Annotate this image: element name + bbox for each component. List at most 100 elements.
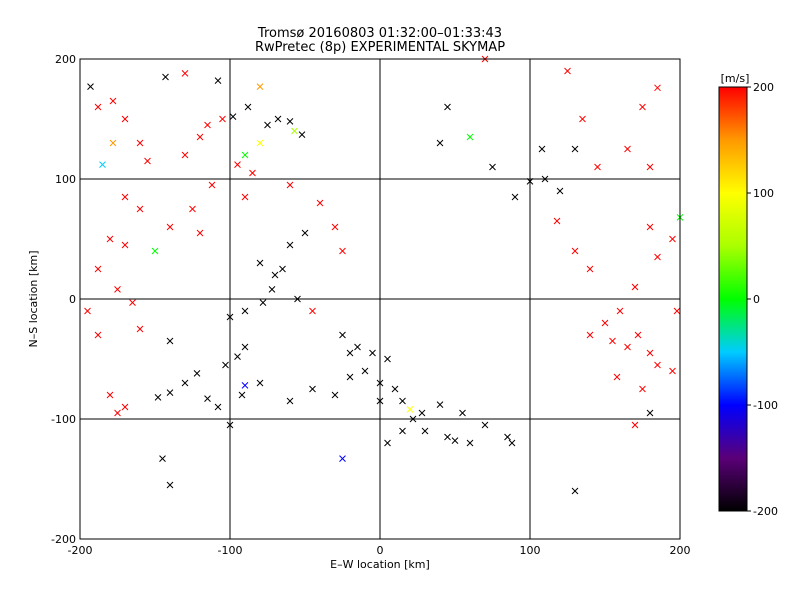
- data-point: [601, 319, 609, 327]
- colorbar: [718, 86, 748, 512]
- data-point: [291, 127, 298, 135]
- data-point: [399, 397, 406, 405]
- data-point: [286, 397, 294, 405]
- data-point: [526, 178, 534, 185]
- data-point: [279, 265, 286, 273]
- data-point: [571, 487, 579, 495]
- data-point: [256, 139, 264, 147]
- data-point: [421, 427, 429, 435]
- x-tick-label: 200: [670, 544, 691, 557]
- data-point: [309, 307, 316, 315]
- data-point: [624, 145, 631, 153]
- data-point: [466, 439, 474, 447]
- data-point: [613, 373, 621, 381]
- data-point: [646, 409, 654, 417]
- data-point: [181, 151, 189, 159]
- x-tick-label: -100: [218, 544, 243, 557]
- data-point: [189, 205, 196, 213]
- data-point: [226, 313, 234, 321]
- data-point: [669, 235, 676, 243]
- data-point: [256, 83, 264, 90]
- data-point: [631, 421, 639, 429]
- data-point: [121, 403, 129, 411]
- data-point: [586, 331, 594, 339]
- data-point: [571, 247, 579, 255]
- data-point: [391, 385, 399, 393]
- x-tick-label: 0: [377, 544, 384, 557]
- data-point: [109, 97, 117, 105]
- data-point: [444, 103, 451, 111]
- data-point: [376, 397, 384, 405]
- data-point: [196, 229, 204, 237]
- data-point: [241, 151, 249, 159]
- data-point: [268, 286, 276, 293]
- colorbar-tick-label: -200: [753, 505, 778, 518]
- data-point: [346, 373, 354, 381]
- data-point: [409, 415, 417, 423]
- data-point: [166, 337, 174, 345]
- data-point: [646, 223, 654, 231]
- data-point: [274, 115, 282, 123]
- data-point: [159, 455, 166, 462]
- y-tick-label: 200: [55, 53, 76, 66]
- y-tick-label: -100: [51, 413, 76, 426]
- data-point: [241, 382, 249, 389]
- data-point: [136, 205, 144, 213]
- y-tick-label: 100: [55, 173, 76, 186]
- data-point: [238, 391, 246, 399]
- data-point: [654, 361, 661, 369]
- data-point: [369, 349, 376, 357]
- data-point: [259, 299, 267, 306]
- x-axis-label: E–W location [km]: [330, 558, 430, 571]
- data-point: [234, 161, 241, 168]
- data-point: [114, 286, 121, 293]
- data-point: [541, 175, 549, 183]
- data-point: [556, 187, 564, 195]
- data-point: [553, 217, 561, 225]
- data-point: [99, 161, 106, 168]
- data-point: [94, 265, 102, 273]
- data-point: [316, 199, 324, 207]
- data-point: [339, 455, 346, 462]
- data-point: [162, 73, 169, 81]
- data-point: [241, 307, 249, 315]
- y-tick-label: -200: [51, 533, 76, 546]
- data-point: [508, 439, 516, 447]
- data-point: [166, 389, 174, 396]
- data-point: [106, 391, 114, 399]
- data-point: [121, 193, 129, 201]
- colorbar-unit-label: [m/s]: [721, 72, 750, 85]
- grid-lines: [80, 59, 680, 539]
- data-point: [331, 223, 339, 231]
- data-point: [399, 427, 406, 435]
- data-point: [634, 331, 642, 339]
- y-axis-ticks: -200 -100 0 100 200: [51, 53, 76, 546]
- data-point: [298, 131, 306, 138]
- data-point: [136, 139, 144, 147]
- data-point: [418, 409, 426, 417]
- data-point: [229, 113, 237, 120]
- x-tick-label: 100: [520, 544, 541, 557]
- data-point: [121, 241, 129, 249]
- data-point: [256, 379, 264, 387]
- data-point: [639, 385, 646, 393]
- data-point: [654, 253, 661, 261]
- y-tick-label: 0: [69, 293, 76, 306]
- data-point: [214, 77, 222, 84]
- data-point: [219, 115, 226, 123]
- data-point: [244, 103, 252, 111]
- data-point: [489, 163, 496, 171]
- data-point: [208, 181, 216, 189]
- data-point: [354, 343, 361, 351]
- data-point: [301, 229, 309, 237]
- data-point: [204, 121, 211, 129]
- data-point: [166, 481, 174, 489]
- data-point: [504, 433, 511, 441]
- data-point: [136, 325, 144, 333]
- data-point: [339, 247, 346, 255]
- chart-subtitle: RwPretec (8p) EXPERIMENTAL SKYMAP: [255, 40, 505, 55]
- data-point: [196, 133, 204, 141]
- data-point: [181, 70, 189, 77]
- data-point: [154, 394, 162, 401]
